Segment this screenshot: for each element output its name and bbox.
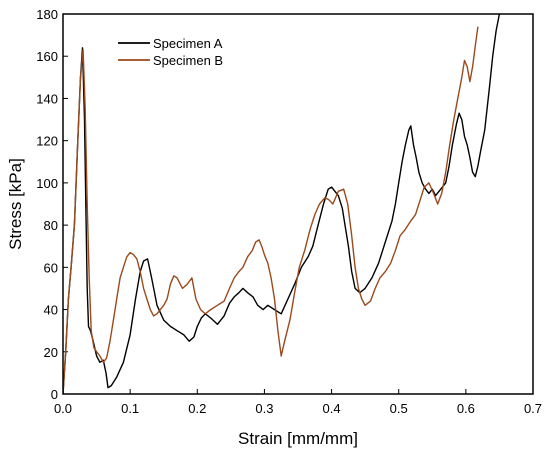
series-line-specimen-b	[63, 26, 479, 394]
y-tick-label: 0	[51, 387, 58, 402]
y-tick-label: 180	[36, 7, 58, 22]
series-layer	[63, 14, 501, 394]
x-tick-label: 0.0	[54, 401, 72, 416]
x-tick-label: 0.4	[323, 401, 341, 416]
y-axis-title: Stress [kPa]	[6, 158, 25, 250]
legend-label-specimen-a: Specimen A	[153, 36, 223, 51]
legend: Specimen A Specimen B	[118, 36, 223, 68]
y-tick-label: 80	[44, 218, 58, 233]
plot-frame	[62, 13, 534, 395]
axis-ticks: 0.0 0.1 0.2 0.3 0.4 0.5 0.6 0.7 0 20 40 60 80 100 120 1…	[36, 7, 542, 416]
y-tick-label: 160	[36, 49, 58, 64]
y-tick-label: 140	[36, 91, 58, 106]
x-tick-label: 0.6	[457, 401, 475, 416]
y-tick-label: 120	[36, 134, 58, 149]
x-tick-label: 0.5	[390, 401, 408, 416]
x-tick-label: 0.3	[255, 401, 273, 416]
y-tick-label: 100	[36, 176, 58, 191]
x-axis-title: Strain [mm/mm]	[238, 429, 358, 448]
x-tick-label: 0.7	[524, 401, 542, 416]
y-tick-label: 20	[44, 345, 58, 360]
y-tick-label: 40	[44, 303, 58, 318]
series-line-specimen-a	[63, 14, 501, 394]
x-tick-label: 0.1	[121, 401, 139, 416]
legend-label-specimen-b: Specimen B	[153, 53, 223, 68]
y-tick-label: 60	[44, 260, 58, 275]
x-tick-label: 0.2	[188, 401, 206, 416]
